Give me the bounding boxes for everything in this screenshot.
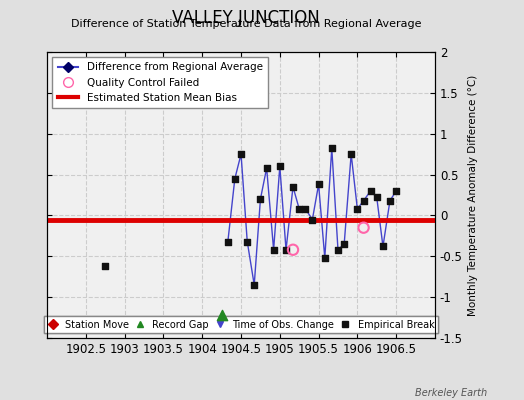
Point (101, 263, 110, 269)
Point (328, 145, 336, 152)
Point (392, 188, 400, 194)
Point (231, 176, 239, 182)
Point (366, 188, 375, 194)
Legend: Station Move, Record Gap, Time of Obs. Change, Empirical Break: Station Move, Record Gap, Time of Obs. C… (44, 316, 438, 334)
Point (269, 246, 278, 253)
Point (295, 206, 303, 212)
Point (321, 255, 329, 261)
Text: Difference of Station Temperature Data from Regional Average: Difference of Station Temperature Data f… (71, 19, 421, 29)
Point (250, 282, 258, 288)
Text: Berkeley Earth: Berkeley Earth (415, 388, 487, 398)
Point (334, 246, 342, 253)
Point (340, 241, 348, 247)
Point (359, 198, 368, 204)
Point (301, 206, 310, 212)
Point (224, 238, 232, 245)
Point (282, 246, 290, 253)
Point (237, 151, 245, 157)
Y-axis label: Monthly Temperature Anomaly Difference (°C): Monthly Temperature Anomaly Difference (… (468, 74, 478, 316)
Point (289, 184, 297, 190)
Point (263, 165, 271, 171)
Point (379, 243, 387, 250)
Point (243, 238, 252, 245)
Point (314, 181, 323, 188)
Point (276, 163, 284, 170)
Point (308, 216, 316, 223)
Point (353, 206, 362, 212)
Point (386, 198, 394, 204)
Point (289, 246, 297, 253)
Point (359, 224, 368, 231)
Point (373, 194, 381, 201)
Point (256, 196, 265, 202)
Point (347, 151, 355, 157)
Point (217, 312, 226, 318)
Text: VALLEY JUNCTION: VALLEY JUNCTION (172, 9, 320, 27)
